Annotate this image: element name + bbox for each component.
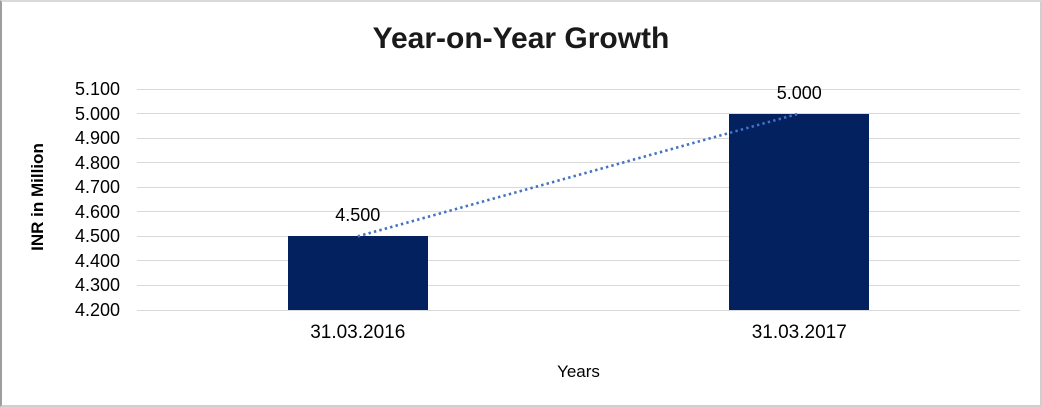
x-tick-label: 31.03.2016 bbox=[310, 322, 406, 343]
gridline bbox=[137, 309, 1020, 311]
gridline bbox=[137, 186, 1020, 188]
gridline bbox=[137, 235, 1020, 237]
y-tick-label: 4.900 bbox=[74, 128, 120, 149]
y-tick-label: 4.700 bbox=[74, 177, 120, 198]
x-axis-title: Years bbox=[557, 362, 600, 381]
gridline bbox=[137, 284, 1020, 286]
y-tick-label: 4.500 bbox=[74, 226, 120, 247]
x-tick-label: 31.03.2017 bbox=[751, 322, 847, 343]
gridline bbox=[137, 137, 1020, 139]
y-tick-label: 4.200 bbox=[74, 300, 120, 320]
bar-value-label: 4.500 bbox=[335, 205, 381, 226]
gridline bbox=[137, 113, 1020, 115]
y-tick-label: 4.600 bbox=[74, 201, 120, 222]
gridline bbox=[137, 88, 1020, 90]
y-tick-label: 5.000 bbox=[74, 103, 120, 124]
chart-title: Year-on-Year Growth bbox=[372, 22, 670, 55]
bar bbox=[729, 113, 870, 310]
bar-value-label: 5.000 bbox=[776, 82, 822, 103]
gridline bbox=[137, 211, 1020, 213]
y-tick-label: 4.300 bbox=[74, 275, 120, 296]
gridline bbox=[137, 260, 1020, 262]
gridline bbox=[137, 162, 1020, 164]
bar bbox=[287, 236, 428, 310]
y-tick-label: 4.400 bbox=[74, 250, 120, 271]
y-tick-label: 4.800 bbox=[74, 152, 120, 173]
y-tick-label: 5.100 bbox=[74, 79, 120, 99]
